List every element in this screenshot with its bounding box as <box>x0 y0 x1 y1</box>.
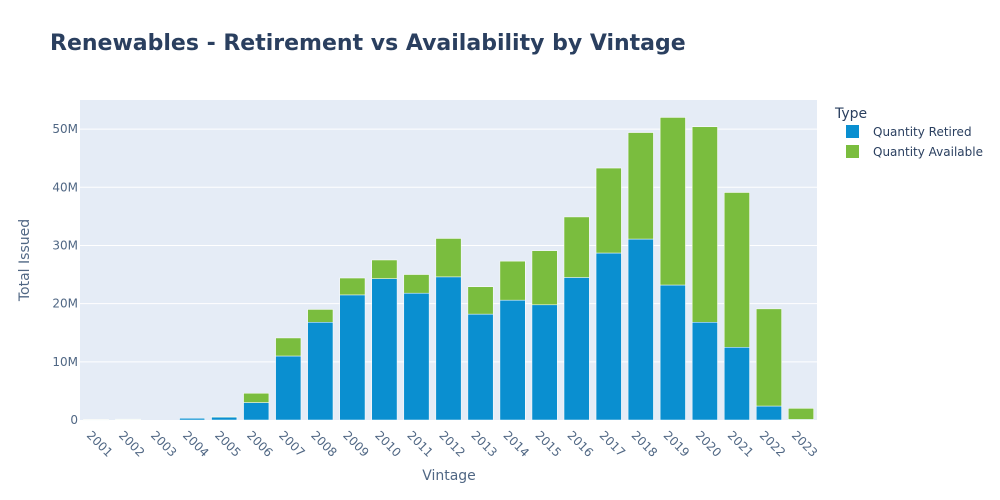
bar-retired[interactable] <box>371 278 398 421</box>
bar-retired[interactable] <box>467 313 494 421</box>
bars <box>83 117 814 421</box>
bar-available[interactable] <box>371 259 398 279</box>
x-tick-label: 2003 <box>148 428 179 459</box>
x-tick-label: 2022 <box>757 428 788 459</box>
bar-available[interactable] <box>788 408 814 420</box>
bar-available[interactable] <box>595 167 622 254</box>
bar-retired[interactable] <box>659 284 686 421</box>
x-tick-label: 2002 <box>116 428 147 459</box>
x-tick-label: 2023 <box>789 428 820 459</box>
y-axis-title: Total Issued <box>17 219 33 302</box>
x-tick-label: 2001 <box>84 428 115 459</box>
bar-available[interactable] <box>659 117 686 286</box>
bar-retired[interactable] <box>756 405 782 421</box>
bar-available[interactable] <box>563 216 590 278</box>
bar-retired[interactable] <box>243 402 270 421</box>
bar-available[interactable] <box>691 126 718 323</box>
bar-retired[interactable] <box>627 238 654 421</box>
x-tick-label: 2012 <box>436 428 467 459</box>
bar-retired[interactable] <box>435 276 462 421</box>
bar-available[interactable] <box>467 286 494 315</box>
bar-available[interactable] <box>499 260 526 301</box>
x-tick-label: 2017 <box>597 428 628 459</box>
x-tick-label: 2021 <box>725 428 756 459</box>
y-tick-label: 30M <box>52 238 78 252</box>
y-tick-label: 10M <box>52 355 78 369</box>
x-tick-label: 2015 <box>533 428 564 459</box>
bar-available[interactable] <box>339 277 366 296</box>
x-tick-label: 2013 <box>468 428 499 459</box>
x-tick-label: 2019 <box>661 428 692 459</box>
bar-available[interactable] <box>83 419 109 421</box>
x-tick-label: 2016 <box>565 428 596 459</box>
legend-label-retired: Quantity Retired <box>873 125 972 139</box>
x-tick-label: 2020 <box>693 428 724 459</box>
x-tick-label: 2005 <box>212 428 243 459</box>
x-tick-label: 2007 <box>276 428 307 459</box>
bar-available[interactable] <box>435 238 462 278</box>
bar-available[interactable] <box>756 308 782 407</box>
bar-retired[interactable] <box>531 304 558 421</box>
x-axis-ticks: 2001 2002 2003 2004 2005 2006 2007 2008 2009 2010… <box>84 428 820 459</box>
bar-available[interactable] <box>723 192 750 348</box>
bar-available[interactable] <box>115 418 141 420</box>
bar-available[interactable] <box>211 416 238 418</box>
x-tick-label: 2008 <box>308 428 339 459</box>
legend: Type Quantity Retired Quantity Available <box>834 106 983 159</box>
bar-available[interactable] <box>275 337 302 357</box>
bar-retired[interactable] <box>563 277 590 421</box>
legend-title: Type <box>834 106 867 122</box>
x-tick-label: 2010 <box>372 428 403 459</box>
x-tick-label: 2014 <box>500 428 531 459</box>
bar-retired[interactable] <box>691 322 718 421</box>
y-tick-label: 50M <box>52 122 78 136</box>
legend-label-available: Quantity Available <box>873 145 983 159</box>
x-axis-title: Vintage <box>422 468 476 484</box>
bar-available[interactable] <box>531 250 558 306</box>
legend-swatch-available <box>846 145 859 158</box>
legend-swatch-retired <box>846 125 859 138</box>
x-tick-label: 2006 <box>244 428 275 459</box>
bar-retired[interactable] <box>595 252 622 421</box>
y-tick-label: 20M <box>52 297 78 311</box>
y-tick-label: 40M <box>52 180 78 194</box>
bar-retired[interactable] <box>499 299 526 421</box>
x-tick-label: 2004 <box>180 428 211 459</box>
y-axis-ticks: 0 10M 20M 30M 40M 50M <box>52 122 78 427</box>
bar-available[interactable] <box>627 132 654 240</box>
bar-available[interactable] <box>243 392 270 403</box>
bar-retired[interactable] <box>339 294 366 421</box>
legend-item-retired[interactable]: Quantity Retired <box>846 125 972 139</box>
bar-available[interactable] <box>307 309 334 323</box>
bar-retired[interactable] <box>275 355 302 421</box>
bar-retired[interactable] <box>179 418 206 421</box>
x-tick-label: 2018 <box>629 428 660 459</box>
legend-item-available[interactable]: Quantity Available <box>846 145 983 159</box>
x-tick-label: 2011 <box>404 428 435 459</box>
bar-retired[interactable] <box>307 322 334 421</box>
chart-title: Renewables - Retirement vs Availability … <box>50 31 686 56</box>
y-tick-label: 0 <box>70 413 78 427</box>
bar-available[interactable] <box>403 274 430 294</box>
bar-retired[interactable] <box>403 292 430 421</box>
bar-retired[interactable] <box>211 416 238 421</box>
x-tick-label: 2009 <box>340 428 371 459</box>
bar-retired[interactable] <box>723 347 750 421</box>
